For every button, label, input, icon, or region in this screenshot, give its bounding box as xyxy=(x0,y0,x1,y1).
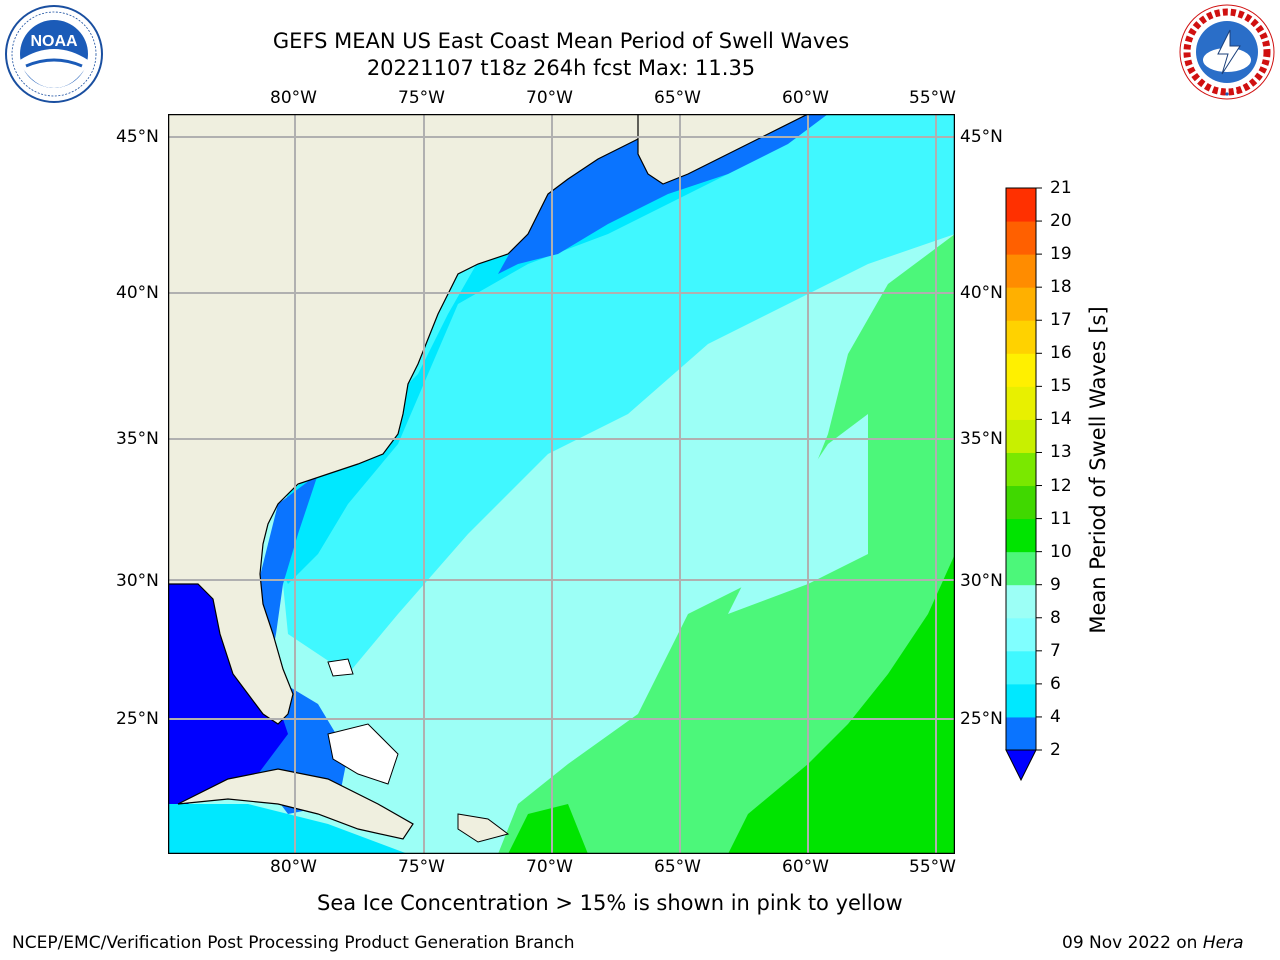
map-gridlines xyxy=(168,114,955,854)
sea-ice-note: Sea Ice Concentration > 15% is shown in … xyxy=(317,891,903,915)
colorbar-segment xyxy=(1006,287,1036,321)
lon-label-top-55w: 55°W xyxy=(909,88,956,108)
colorbar-tick-label: 9 xyxy=(1050,574,1061,595)
lon-label-bottom-70w: 70°W xyxy=(526,857,573,877)
lon-label-bottom-65w: 65°W xyxy=(654,857,701,877)
lon-label-top-65w: 65°W xyxy=(654,88,701,108)
lon-label-bottom-60w: 60°W xyxy=(782,857,829,877)
colorbar-segment xyxy=(1006,419,1036,453)
map-title-line2: 20221107 t18z 264h fcst Max: 11.35 xyxy=(366,56,756,80)
swell-region-blue-north xyxy=(498,114,828,274)
colorbar-tick-label: 11 xyxy=(1050,508,1072,529)
colorbar-segment xyxy=(1006,584,1036,619)
colorbar-segment xyxy=(1006,716,1036,751)
map-title-line1: GEFS MEAN US East Coast Mean Period of S… xyxy=(272,29,850,53)
bahamas-bank-north xyxy=(327,658,354,677)
colorbar-tick-label: 14 xyxy=(1050,409,1072,430)
lon-label-top-70w: 70°W xyxy=(526,88,573,108)
swell-region-caribbean xyxy=(168,804,408,854)
date-line: 09 Nov 2022 on Hera xyxy=(1062,933,1244,953)
colorbar-segment xyxy=(1006,485,1036,520)
noaa-logo: NOAA xyxy=(4,4,104,104)
colorbar-tick-label: 4 xyxy=(1050,706,1061,727)
bahamas-bank xyxy=(327,723,399,785)
swell-region-bright-green-2 xyxy=(508,804,588,854)
lon-label-bottom-55w: 55°W xyxy=(909,857,956,877)
colorbar-tick-label: 6 xyxy=(1050,673,1061,694)
date-text: 09 Nov 2022 on xyxy=(1062,933,1198,953)
colorbar-segment xyxy=(1006,452,1036,487)
colorbar-segment xyxy=(1006,551,1036,586)
lon-label-bottom-75w: 75°W xyxy=(398,857,445,877)
colorbar-tick-label: 19 xyxy=(1050,244,1072,265)
colorbar-segment xyxy=(1006,188,1036,222)
lat-label-left-30n: 30°N xyxy=(116,571,159,591)
colorbar-tick-label: 15 xyxy=(1050,376,1072,397)
land-islands xyxy=(457,813,510,843)
nws-logo xyxy=(1176,2,1278,102)
lat-label-right-30n: 30°N xyxy=(960,571,1003,591)
colorbar-tick-label: 8 xyxy=(1050,607,1061,628)
lon-label-bottom-80w: 80°W xyxy=(270,857,317,877)
lat-label-left-45n: 45°N xyxy=(116,127,159,147)
colorbar xyxy=(1000,186,1043,786)
lat-label-right-25n: 25°N xyxy=(960,709,1003,729)
colorbar-tick-label: 12 xyxy=(1050,475,1072,496)
colorbar-segment xyxy=(1006,518,1036,553)
colorbar-segment xyxy=(1006,683,1036,718)
lon-label-top-60w: 60°W xyxy=(782,88,829,108)
colorbar-tick-label: 10 xyxy=(1050,541,1072,562)
colorbar-segment xyxy=(1006,320,1036,354)
colorbar-segment xyxy=(1006,254,1036,288)
colorbar-graphic xyxy=(1005,187,1043,782)
lat-label-right-35n: 35°N xyxy=(960,429,1003,449)
land-north-america xyxy=(168,114,690,725)
colorbar-tick-label: 20 xyxy=(1050,211,1072,232)
colorbar-label: Mean Period of Swell Waves [s] xyxy=(1086,306,1110,634)
colorbar-tick-label: 7 xyxy=(1050,640,1061,661)
colorbar-tick-label: 18 xyxy=(1050,277,1072,298)
lon-label-top-75w: 75°W xyxy=(398,88,445,108)
colorbar-tick-labels: 2 4 6 7 8 9 10 11 12 13 14 15 16 17 18 19 20 21 xyxy=(1050,178,1090,770)
lat-label-right-40n: 40°N xyxy=(960,283,1003,303)
colorbar-segment xyxy=(1006,221,1036,255)
lat-label-left-35n: 35°N xyxy=(116,429,159,449)
swell-region-bright-green xyxy=(728,554,955,854)
colorbar-tick-label: 16 xyxy=(1050,343,1072,364)
colorbar-extend-triangle xyxy=(1005,749,1037,782)
colorbar-tick-label: 13 xyxy=(1050,442,1072,463)
swell-period-map xyxy=(167,113,956,855)
colorbar-tick-label: 21 xyxy=(1050,178,1072,198)
lon-label-top-80w: 80°W xyxy=(270,88,317,108)
lat-label-left-40n: 40°N xyxy=(116,283,159,303)
colorbar-segment xyxy=(1006,386,1036,420)
colorbar-segment xyxy=(1006,617,1036,652)
colorbar-tick-label: 17 xyxy=(1050,310,1072,331)
colorbar-tick-label: 2 xyxy=(1050,740,1061,760)
machine-name: Hera xyxy=(1202,933,1244,953)
lat-label-left-25n: 25°N xyxy=(116,709,159,729)
map-panel xyxy=(167,113,956,855)
colorbar-segment xyxy=(1006,353,1036,387)
svg-text:NOAA: NOAA xyxy=(30,33,78,50)
swell-region-light xyxy=(728,414,868,614)
swell-region-green xyxy=(498,234,955,854)
credit-line: NCEP/EMC/Verification Post Processing Pr… xyxy=(12,933,575,953)
lat-label-right-45n: 45°N xyxy=(960,127,1003,147)
map-frame xyxy=(167,113,956,855)
colorbar-segment xyxy=(1006,650,1036,685)
